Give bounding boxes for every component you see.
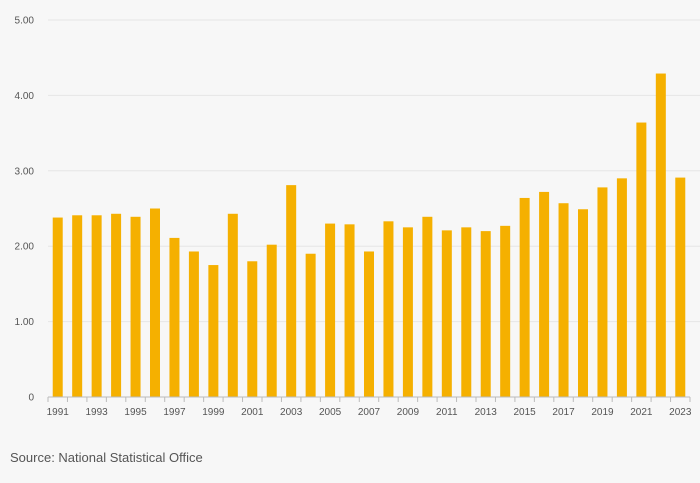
bar-2007 xyxy=(364,251,374,397)
x-tick-label: 2003 xyxy=(280,407,303,418)
x-tick-label: 2001 xyxy=(241,407,264,418)
x-tick-label: 2011 xyxy=(436,407,458,418)
x-tick-label: 1997 xyxy=(163,407,186,418)
bar-1994 xyxy=(111,213,122,397)
x-tick-label: 1993 xyxy=(86,407,109,418)
x-tick-label: 2017 xyxy=(552,407,575,418)
bar-2009 xyxy=(402,227,413,397)
bars xyxy=(52,73,686,397)
bar-1997 xyxy=(169,237,180,397)
x-tick-label: 2007 xyxy=(358,407,381,418)
bar-2004 xyxy=(305,253,316,397)
bar-2003 xyxy=(286,185,297,397)
bar-2011 xyxy=(441,230,452,397)
source-note: Source: National Statistical Office xyxy=(10,450,203,465)
bar-2023 xyxy=(675,177,686,397)
x-axis-labels: 1991 1993 1995 1997 1999 2001 2003 2005 2007 2009… xyxy=(47,407,692,418)
x-tick-label: 2005 xyxy=(319,407,342,418)
bar-1995 xyxy=(130,216,141,397)
bar-2012 xyxy=(461,227,472,397)
bar-1992 xyxy=(72,215,83,397)
bar-2002 xyxy=(266,244,277,397)
bar-2013 xyxy=(480,231,491,397)
bar-2001 xyxy=(247,261,258,397)
bar-1998 xyxy=(188,251,199,397)
y-tick-label: 1.00 xyxy=(15,317,35,328)
x-tick-label: 2015 xyxy=(514,407,537,418)
x-tick-label: 1995 xyxy=(124,407,147,418)
bar-2020 xyxy=(616,178,627,397)
bar-2005 xyxy=(325,223,336,397)
y-tick-label: 2.00 xyxy=(15,242,35,253)
x-tick-label: 1991 xyxy=(47,407,70,418)
bar-2008 xyxy=(383,221,394,397)
x-tick-label: 2021 xyxy=(630,407,653,418)
y-tick-label: 0 xyxy=(28,393,34,404)
bar-2016 xyxy=(539,191,550,397)
bar-1991 xyxy=(52,217,63,397)
bar-2017 xyxy=(558,203,569,397)
bar-1999 xyxy=(208,265,219,397)
x-tick-label: 2023 xyxy=(669,407,692,418)
x-tick-label: 2009 xyxy=(397,407,420,418)
bar-1993 xyxy=(91,215,102,397)
y-tick-label: 3.00 xyxy=(15,166,35,177)
bar-2015 xyxy=(519,197,530,397)
bar-2006 xyxy=(344,224,355,397)
bar-2021 xyxy=(636,122,647,397)
x-axis xyxy=(47,396,691,402)
bar-2019 xyxy=(597,187,608,397)
bar-2014 xyxy=(500,225,511,397)
bar-2022 xyxy=(655,73,666,397)
x-tick-label: 2013 xyxy=(475,407,498,418)
x-tick-label: 2019 xyxy=(591,407,614,418)
bar-2018 xyxy=(578,209,588,397)
y-tick-label: 4.00 xyxy=(15,91,35,102)
x-tick-label: 1999 xyxy=(202,407,225,418)
bar-1996 xyxy=(150,208,160,397)
bar-2000 xyxy=(227,213,238,397)
bar-chart: 01.002.003.004.005.00 1991 1993 1995 1997 19… xyxy=(15,16,700,418)
bar-2010 xyxy=(422,216,433,397)
y-axis-labels: 0 1.00 2.00 3.00 4.00 5.00 xyxy=(15,16,35,404)
y-tick-label: 5.00 xyxy=(15,16,35,27)
